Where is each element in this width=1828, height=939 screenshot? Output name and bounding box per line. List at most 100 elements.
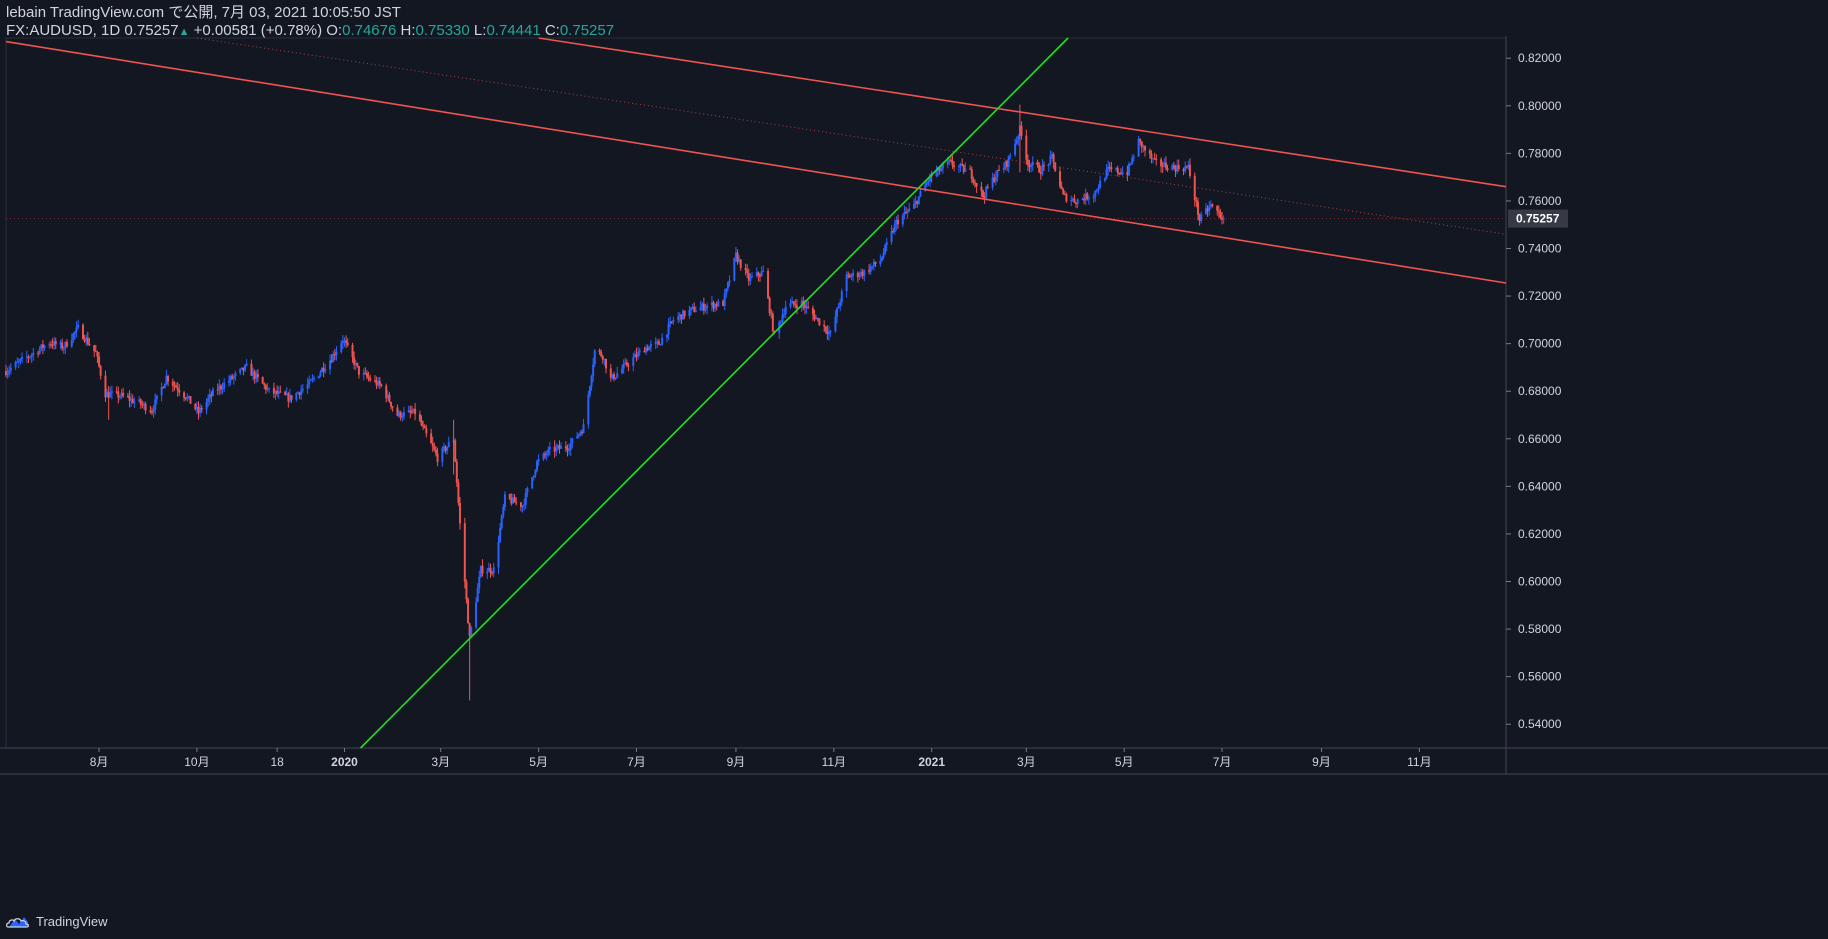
candle xyxy=(423,424,426,429)
candle xyxy=(301,384,304,393)
candle xyxy=(1205,202,1207,216)
candle xyxy=(274,390,277,400)
candle xyxy=(767,268,770,300)
candle xyxy=(1042,161,1045,171)
candle xyxy=(499,523,502,543)
candle xyxy=(625,359,628,368)
candle xyxy=(678,312,681,323)
candle xyxy=(1116,165,1119,177)
candle xyxy=(321,367,324,373)
candle xyxy=(245,359,248,367)
time-tick-label: 11月 xyxy=(1407,755,1431,769)
candle xyxy=(21,352,24,364)
candle xyxy=(531,477,534,490)
candle xyxy=(367,371,370,382)
candle xyxy=(983,192,986,204)
candle xyxy=(1015,136,1018,145)
time-tick-label: 2020 xyxy=(331,755,358,769)
candle xyxy=(1076,198,1079,209)
candle xyxy=(322,362,325,378)
candle xyxy=(1161,161,1164,173)
candle xyxy=(1073,194,1076,204)
mid-channel-dotted-line[interactable] xyxy=(196,37,1507,235)
candle xyxy=(261,376,264,384)
candle xyxy=(1144,145,1147,157)
candle xyxy=(1025,129,1028,165)
candle xyxy=(701,301,704,311)
candle xyxy=(178,384,181,396)
chart-header: lebain TradingView.com で公開, 7月 03, 2021 … xyxy=(6,4,614,41)
candle xyxy=(511,493,514,505)
candle xyxy=(306,377,309,394)
tradingview-cloud-icon[interactable] xyxy=(6,914,30,928)
candle xyxy=(1097,184,1100,195)
candle xyxy=(96,350,99,364)
candle xyxy=(654,337,657,349)
candle xyxy=(564,441,567,453)
candle xyxy=(837,303,840,309)
candle xyxy=(672,316,675,325)
candle xyxy=(1221,211,1224,225)
candle xyxy=(699,300,702,311)
candle xyxy=(542,452,545,462)
candle xyxy=(818,318,821,327)
candle xyxy=(1047,163,1050,172)
candle xyxy=(110,385,113,400)
candle xyxy=(447,436,450,448)
candle xyxy=(1110,161,1113,173)
candle xyxy=(1002,162,1005,174)
candle xyxy=(373,375,376,383)
candle xyxy=(632,352,635,372)
candle xyxy=(441,446,444,467)
current-price-badge: 0.75257 xyxy=(1508,209,1568,228)
candle xyxy=(1052,152,1055,169)
candle xyxy=(1119,168,1122,176)
candle xyxy=(308,375,311,389)
price-tick-label: 0.64000 xyxy=(1518,479,1562,493)
candle xyxy=(345,335,348,348)
candle xyxy=(962,164,965,175)
candle xyxy=(1028,159,1031,173)
candle xyxy=(83,334,86,343)
candle xyxy=(1177,159,1180,172)
candle xyxy=(712,300,715,312)
candle xyxy=(848,273,851,278)
candle xyxy=(768,296,771,317)
candle xyxy=(826,325,829,340)
candle xyxy=(479,565,482,578)
price-axis: 0.54000 0.56000 0.58000 0.60000 0.62000 0.640… xyxy=(1506,51,1568,731)
candle xyxy=(1070,195,1073,207)
candle xyxy=(463,517,466,589)
candle xyxy=(162,386,165,389)
candle xyxy=(638,348,641,356)
time-tick-label: 10月 xyxy=(184,755,209,769)
candle xyxy=(444,444,447,454)
upper-channel-line[interactable] xyxy=(538,37,1507,188)
candle xyxy=(296,391,299,394)
candle xyxy=(824,326,827,334)
candle xyxy=(576,431,579,439)
symbol-label[interactable]: FX:AUDUSD, 1D xyxy=(6,22,121,39)
candle xyxy=(1164,156,1167,171)
candle xyxy=(757,271,760,282)
candle xyxy=(353,351,356,370)
candle xyxy=(290,395,293,403)
candle xyxy=(982,189,985,200)
candle xyxy=(1009,152,1012,160)
candle xyxy=(489,563,492,578)
support-trendline[interactable] xyxy=(359,37,1069,749)
candle xyxy=(726,281,729,292)
candle xyxy=(194,403,197,411)
candle xyxy=(592,357,595,383)
candle xyxy=(643,346,646,353)
candle xyxy=(996,169,999,182)
candle xyxy=(155,395,158,405)
candle xyxy=(986,184,989,189)
candle xyxy=(86,331,89,346)
candle xyxy=(510,493,513,506)
brand-name[interactable]: TradingView xyxy=(36,913,108,929)
candle xyxy=(537,454,540,466)
lower-channel-line[interactable] xyxy=(5,40,1507,284)
candle xyxy=(734,247,737,262)
